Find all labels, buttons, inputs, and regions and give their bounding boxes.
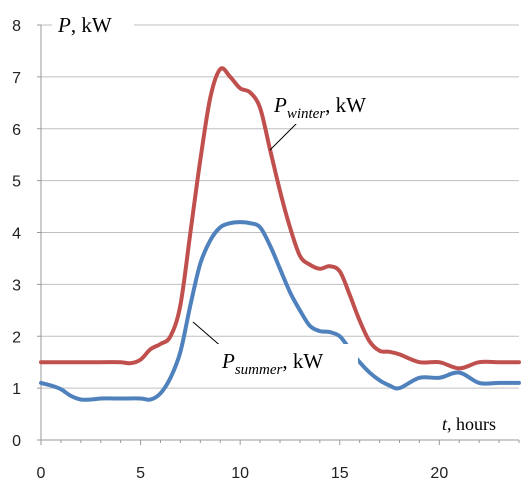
x-tick-label-15: 15 (331, 465, 349, 482)
y-tick-label-6: 6 (12, 122, 21, 139)
y-tick-label-0: 0 (12, 433, 21, 450)
grid-lines (41, 24, 519, 389)
y-axis-label-background (52, 8, 134, 36)
x-tick-label-10: 10 (231, 465, 249, 482)
y-tick-label-2: 2 (12, 329, 21, 346)
series-label-winter: Pwinter, kW (273, 93, 366, 122)
summer-leader-line (192, 321, 224, 349)
y-tick-label-1: 1 (12, 381, 21, 398)
y-tick-label-5: 5 (12, 174, 21, 191)
winter-label-background (272, 86, 396, 124)
x-axis-label-background (438, 410, 518, 436)
series-line-summer (39, 220, 521, 402)
tick-labels: 0 5 10 15 20 0 1 2 3 4 5 6 7 8 (12, 18, 448, 482)
axes (37, 24, 520, 445)
series-label-summer: Psummer, kW (221, 349, 323, 378)
x-axis-label: t, hours (442, 414, 496, 434)
y-tick-label-8: 8 (12, 18, 21, 35)
y-tick-label-3: 3 (12, 277, 21, 294)
x-tick-label-20: 20 (430, 465, 448, 482)
x-tick-label-5: 5 (136, 465, 145, 482)
x-tick-label-0: 0 (37, 465, 46, 482)
y-tick-label-4: 4 (12, 226, 21, 243)
y-axis-label: P, kW (57, 13, 112, 37)
annotations: P, kW t, hours Pwinter, kW Psummer, kW (52, 8, 518, 436)
y-tick-label-7: 7 (12, 70, 21, 87)
summer-label-background (218, 344, 358, 384)
winter-leader-line (269, 121, 299, 151)
